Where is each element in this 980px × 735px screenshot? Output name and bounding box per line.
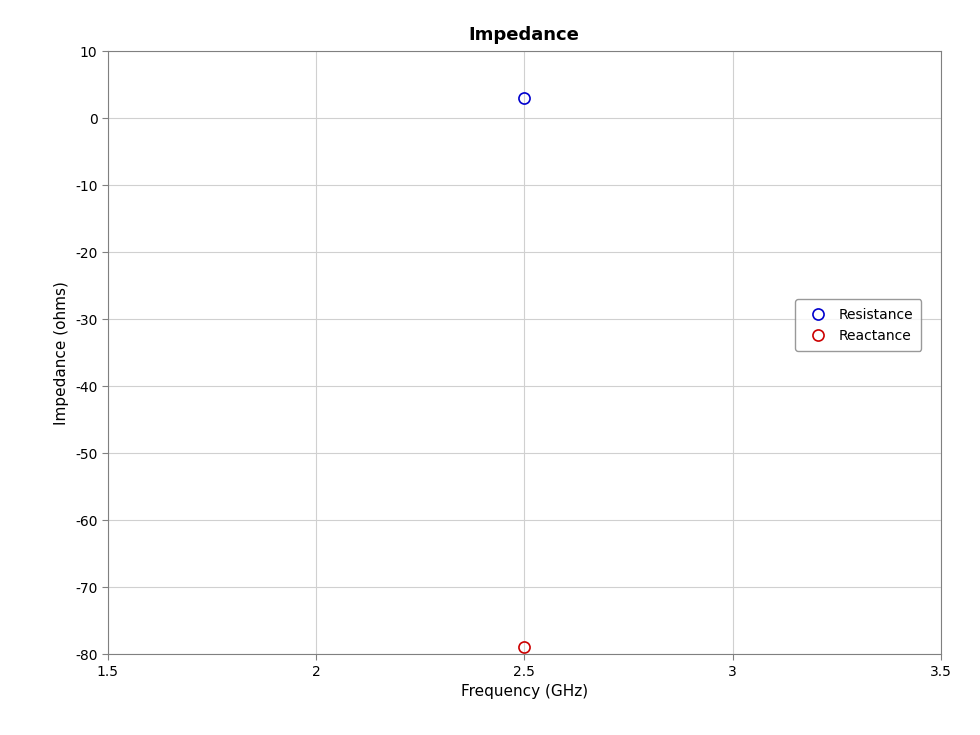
X-axis label: Frequency (GHz): Frequency (GHz) (461, 684, 588, 699)
Legend: Resistance, Reactance: Resistance, Reactance (796, 299, 921, 351)
Y-axis label: Impedance (ohms): Impedance (ohms) (54, 281, 70, 425)
Title: Impedance: Impedance (468, 26, 580, 44)
